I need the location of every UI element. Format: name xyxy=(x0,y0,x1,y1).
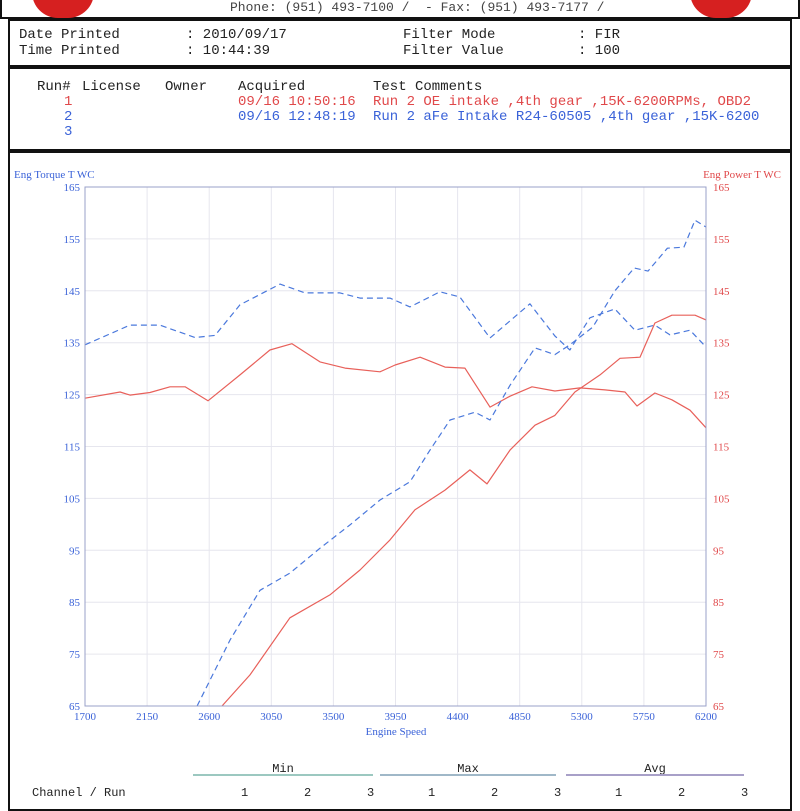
filter-mode-value: : FIR xyxy=(578,27,621,43)
summary-run-min-2: 2 xyxy=(304,786,312,800)
col-run: Run# xyxy=(37,79,71,95)
date-printed-label: Date Printed xyxy=(19,27,120,43)
summary-max-header: Max xyxy=(457,762,479,776)
brand-logo-left xyxy=(32,0,94,18)
x-tick-label: 3500 xyxy=(322,711,345,723)
x-tick-label: 4400 xyxy=(447,711,470,723)
chart-panel xyxy=(8,151,792,811)
summary-run-max-2: 2 xyxy=(491,786,499,800)
x-tick-label: 1700 xyxy=(74,711,97,723)
runs-panel: Run# License Owner Acquired Test Comment… xyxy=(8,67,792,151)
x-axis-title: Engine Speed xyxy=(366,726,427,738)
run-2-comment: Run 2 aFe Intake R24-60505 ,4th gear ,15… xyxy=(373,109,760,125)
summary-max-underline xyxy=(380,774,556,776)
summary-avg-underline xyxy=(566,774,744,776)
left-axis-title: Eng Torque T WC xyxy=(14,169,95,181)
left-tick-label: 65 xyxy=(69,701,81,713)
run-2-torque-line xyxy=(84,283,705,351)
summary-run-min-3: 3 xyxy=(367,786,375,800)
summary-run-min-1: 1 xyxy=(241,786,249,800)
x-tick-label: 4850 xyxy=(509,711,532,723)
left-tick-label: 145 xyxy=(64,286,81,298)
right-tick-label: 165 xyxy=(713,182,730,194)
left-tick-label: 75 xyxy=(69,649,81,661)
col-acquired: Acquired xyxy=(238,79,306,95)
x-tick-label: 2600 xyxy=(198,711,221,723)
left-tick-label: 85 xyxy=(69,597,81,609)
col-license: License xyxy=(82,79,141,95)
plot-frame xyxy=(84,186,707,707)
run-1-number: 1 xyxy=(64,94,73,110)
col-test-comments: Test Comments xyxy=(373,79,483,95)
run-3-number: 3 xyxy=(64,124,73,140)
contact-line: Phone: (951) 493-7100 / - Fax: (951) 493… xyxy=(230,0,605,15)
right-tick-label: 75 xyxy=(713,649,725,661)
summary-run-max-1: 1 xyxy=(428,786,436,800)
time-printed-value: : 10:44:39 xyxy=(186,43,271,59)
left-tick-label: 115 xyxy=(64,442,81,454)
run-1-comment: Run 2 OE intake ,4th gear ,15K-6200RPMs,… xyxy=(373,94,752,110)
right-tick-label: 65 xyxy=(713,701,725,713)
summary-min-header: Min xyxy=(272,762,294,776)
filter-mode-label: Filter Mode xyxy=(403,27,496,43)
summary-row-label: Channel / Run xyxy=(32,786,126,800)
run-2-number: 2 xyxy=(64,109,73,125)
x-tick-label: 6200 xyxy=(695,711,718,723)
left-tick-label: 165 xyxy=(64,182,81,194)
run-2-power-line xyxy=(196,219,707,707)
filter-value-label: Filter Value xyxy=(403,43,504,59)
left-tick-label: 125 xyxy=(64,390,81,402)
x-tick-label: 5300 xyxy=(571,711,594,723)
x-tick-label: 2150 xyxy=(136,711,159,723)
left-tick-label: 95 xyxy=(69,545,81,557)
right-tick-label: 105 xyxy=(713,493,730,505)
x-tick-label: 3050 xyxy=(260,711,283,723)
run-1-power-line xyxy=(221,314,707,707)
left-tick-label: 135 xyxy=(64,338,81,350)
date-printed-value: : 2010/09/17 xyxy=(186,27,287,43)
x-tick-label: 3950 xyxy=(385,711,408,723)
left-tick-label: 105 xyxy=(64,493,81,505)
left-tick-label: 155 xyxy=(64,234,81,246)
summary-run-avg-1: 1 xyxy=(615,786,623,800)
right-tick-label: 115 xyxy=(713,442,730,454)
brand-logo-right xyxy=(690,0,752,18)
filter-value-value: : 100 xyxy=(578,43,621,59)
summary-run-avg-2: 2 xyxy=(678,786,686,800)
banner: Phone: (951) 493-7100 / - Fax: (951) 493… xyxy=(0,0,800,19)
col-owner: Owner xyxy=(165,79,208,95)
run-1-torque-line xyxy=(84,343,707,429)
right-tick-label: 95 xyxy=(713,545,725,557)
right-tick-label: 145 xyxy=(713,286,730,298)
run-1-acquired: 09/16 10:50:16 xyxy=(238,94,356,110)
summary-min-underline xyxy=(193,774,373,776)
time-printed-label: Time Printed xyxy=(19,43,120,59)
x-tick-label: 5750 xyxy=(633,711,656,723)
summary-run-avg-3: 3 xyxy=(741,786,749,800)
print-info-panel: Date Printed : 2010/09/17 Time Printed :… xyxy=(8,19,792,67)
summary-avg-header: Avg xyxy=(644,762,666,776)
right-tick-label: 155 xyxy=(713,234,730,246)
right-axis-title: Eng Power T WC xyxy=(703,169,781,181)
right-tick-label: 125 xyxy=(713,390,730,402)
summary-run-max-3: 3 xyxy=(554,786,562,800)
right-tick-label: 85 xyxy=(713,597,725,609)
run-2-acquired: 09/16 12:48:19 xyxy=(238,109,356,125)
right-tick-label: 135 xyxy=(713,338,730,350)
